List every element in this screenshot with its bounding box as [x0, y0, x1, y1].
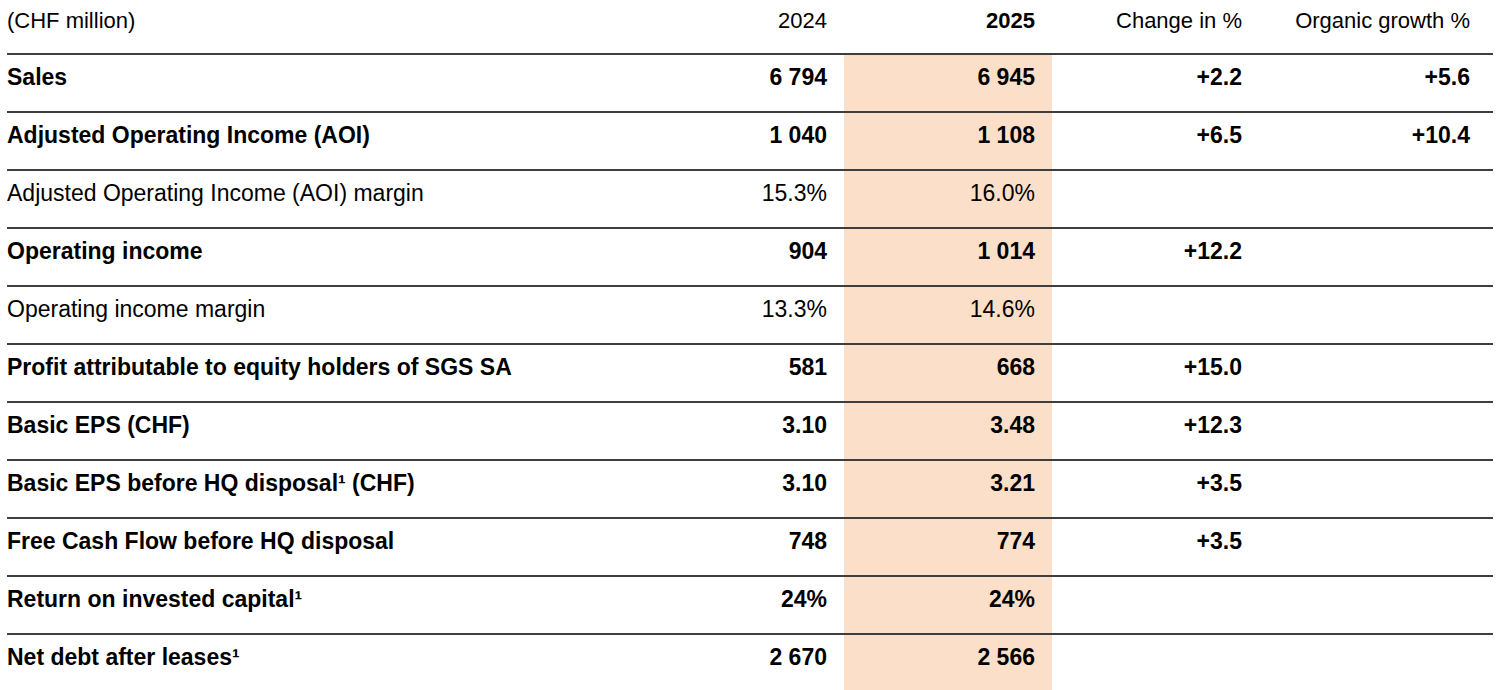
- cell-change: +3.5: [1052, 518, 1259, 576]
- column-header-2025: 2025: [844, 0, 1052, 54]
- cell-change: +12.3: [1052, 402, 1259, 460]
- cell-change: [1052, 576, 1259, 634]
- cell-2024: 15.3%: [640, 170, 844, 228]
- table-row: Net debt after leases¹2 6702 566: [7, 634, 1493, 690]
- cell-organic: [1259, 576, 1493, 634]
- financial-highlights-section: (CHF million) 2024 2025 Change in % Orga…: [0, 0, 1504, 690]
- cell-2025: 668: [844, 344, 1052, 402]
- cell-2025: 16.0%: [844, 170, 1052, 228]
- cell-label: Net debt after leases¹: [7, 634, 640, 690]
- cell-change: [1052, 286, 1259, 344]
- cell-2025: 24%: [844, 576, 1052, 634]
- column-header-2024: 2024: [640, 0, 844, 54]
- table-row: Profit attributable to equity holders of…: [7, 344, 1493, 402]
- cell-2025: 14.6%: [844, 286, 1052, 344]
- table-row: Adjusted Operating Income (AOI)1 0401 10…: [7, 112, 1493, 170]
- column-header-organic: Organic growth %: [1259, 0, 1493, 54]
- table-row: Operating income9041 014+12.2: [7, 228, 1493, 286]
- cell-2024: 904: [640, 228, 844, 286]
- cell-label: Basic EPS (CHF): [7, 402, 640, 460]
- cell-organic: [1259, 344, 1493, 402]
- table-row: Sales6 7946 945+2.2+5.6: [7, 54, 1493, 112]
- cell-2024: 6 794: [640, 54, 844, 112]
- table-header: (CHF million) 2024 2025 Change in % Orga…: [7, 0, 1493, 54]
- cell-2025: 3.48: [844, 402, 1052, 460]
- header-row: (CHF million) 2024 2025 Change in % Orga…: [7, 0, 1493, 54]
- cell-label: Free Cash Flow before HQ disposal: [7, 518, 640, 576]
- cell-organic: +10.4: [1259, 112, 1493, 170]
- cell-2024: 748: [640, 518, 844, 576]
- cell-2025: 1 014: [844, 228, 1052, 286]
- cell-label: Operating income margin: [7, 286, 640, 344]
- table-body: Sales6 7946 945+2.2+5.6Adjusted Operatin…: [7, 54, 1493, 690]
- table-row: Return on invested capital¹24%24%: [7, 576, 1493, 634]
- cell-change: +6.5: [1052, 112, 1259, 170]
- cell-organic: [1259, 402, 1493, 460]
- cell-change: +2.2: [1052, 54, 1259, 112]
- page: { "accent": { "highlight_color": "#FCDFC…: [0, 0, 1504, 690]
- cell-label: Sales: [7, 54, 640, 112]
- cell-2025: 2 566: [844, 634, 1052, 690]
- cell-change: +3.5: [1052, 460, 1259, 518]
- cell-2024: 24%: [640, 576, 844, 634]
- table-row: Basic EPS (CHF)3.103.48+12.3: [7, 402, 1493, 460]
- cell-2024: 581: [640, 344, 844, 402]
- cell-organic: [1259, 170, 1493, 228]
- cell-2024: 3.10: [640, 460, 844, 518]
- cell-change: [1052, 634, 1259, 690]
- cell-organic: [1259, 518, 1493, 576]
- column-header-unit: (CHF million): [7, 0, 640, 54]
- cell-organic: [1259, 228, 1493, 286]
- cell-2024: 1 040: [640, 112, 844, 170]
- cell-change: +15.0: [1052, 344, 1259, 402]
- table-row: Free Cash Flow before HQ disposal748774+…: [7, 518, 1493, 576]
- cell-label: Adjusted Operating Income (AOI) margin: [7, 170, 640, 228]
- cell-label: Adjusted Operating Income (AOI): [7, 112, 640, 170]
- cell-label: Operating income: [7, 228, 640, 286]
- cell-2025: 3.21: [844, 460, 1052, 518]
- cell-organic: +5.6: [1259, 54, 1493, 112]
- cell-2024: 3.10: [640, 402, 844, 460]
- cell-2024: 2 670: [640, 634, 844, 690]
- table-row: Adjusted Operating Income (AOI) margin15…: [7, 170, 1493, 228]
- cell-2025: 774: [844, 518, 1052, 576]
- table-row: Operating income margin13.3%14.6%: [7, 286, 1493, 344]
- cell-label: Profit attributable to equity holders of…: [7, 344, 640, 402]
- cell-organic: [1259, 634, 1493, 690]
- table-row: Basic EPS before HQ disposal¹ (CHF)3.103…: [7, 460, 1493, 518]
- column-header-change: Change in %: [1052, 0, 1259, 54]
- cell-organic: [1259, 286, 1493, 344]
- cell-2025: 6 945: [844, 54, 1052, 112]
- cell-label: Basic EPS before HQ disposal¹ (CHF): [7, 460, 640, 518]
- cell-change: +12.2: [1052, 228, 1259, 286]
- cell-2024: 13.3%: [640, 286, 844, 344]
- financial-highlights-table: (CHF million) 2024 2025 Change in % Orga…: [7, 0, 1493, 690]
- cell-change: [1052, 170, 1259, 228]
- cell-organic: [1259, 460, 1493, 518]
- cell-label: Return on invested capital¹: [7, 576, 640, 634]
- cell-2025: 1 108: [844, 112, 1052, 170]
